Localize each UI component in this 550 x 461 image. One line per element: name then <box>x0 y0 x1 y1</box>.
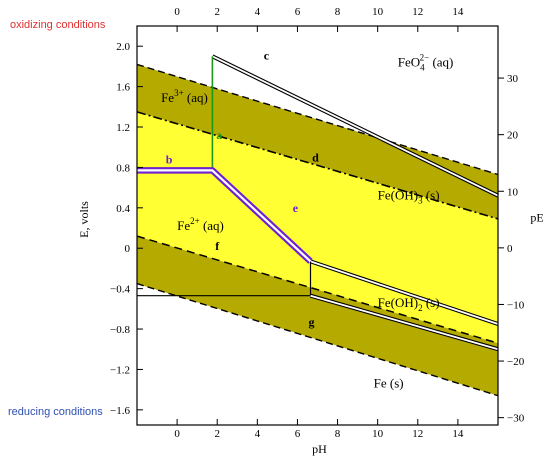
region-label-main: Fe (s) <box>374 376 404 391</box>
y-tick-label: −0.4 <box>110 284 130 296</box>
line-c-inner <box>212 55 499 197</box>
y-tick-label: 1.6 <box>116 82 130 94</box>
region-label-main: Fe <box>177 218 190 233</box>
pe-tick-label: 30 <box>507 73 519 85</box>
line-label-e: e <box>293 201 299 215</box>
x-tick-label-top: 14 <box>452 6 464 18</box>
pe-axis-label: pE <box>530 211 543 225</box>
oxidizing-caption: oxidizing conditions <box>10 19 106 31</box>
yellow-band <box>137 111 498 344</box>
pe-tick-label: −20 <box>507 356 525 368</box>
pe-tick-label: −10 <box>507 299 525 311</box>
plot-frame <box>136 25 499 426</box>
line-f <box>136 235 499 344</box>
olive-band-lower <box>137 236 498 396</box>
x-tick-label-bottom: 14 <box>452 428 464 440</box>
x-tick-label-top: 2 <box>214 6 220 18</box>
region-label-3: Fe(OH)3 (s) <box>378 188 440 206</box>
y-tick-label: 2.0 <box>116 41 130 53</box>
region-label-tail: (s) <box>423 188 440 203</box>
y-tick-label: −1.2 <box>110 364 130 376</box>
pe-tick-label: −30 <box>507 413 525 425</box>
x-tick-label-bottom: 2 <box>214 428 220 440</box>
line-label-g: g <box>308 315 314 329</box>
line-label-b: b <box>166 152 173 166</box>
upper-water-line <box>136 63 499 176</box>
region-label-tail: (aq) <box>200 218 224 233</box>
x-tick-label-bottom: 8 <box>335 428 341 440</box>
y-tick-label: −1.6 <box>110 405 130 417</box>
line-label-c: c <box>264 48 270 62</box>
region-label-tail: (aq) <box>184 90 208 105</box>
region-label-main: FeO <box>398 54 420 69</box>
pe-tick-label: 10 <box>507 186 519 198</box>
region-label-main: Fe(OH) <box>378 188 418 203</box>
region-label-0: FeO42− (aq) <box>398 52 454 72</box>
region-label-sup: 2− <box>420 52 430 62</box>
region-label-sub: 2 <box>418 303 423 313</box>
region-label-sub: 4 <box>420 62 425 72</box>
x-tick-label-bottom: 4 <box>255 428 261 440</box>
region-label-2: Fe2+ (aq) <box>177 216 224 233</box>
y-tick-label: 0 <box>125 243 131 255</box>
y-tick-label: 1.2 <box>116 122 130 134</box>
line-label-a: a <box>216 128 222 142</box>
x-tick-label-bottom: 12 <box>412 428 423 440</box>
olive-band-upper <box>137 64 498 219</box>
x-tick-label-bottom: 6 <box>295 428 301 440</box>
x-tick-label-bottom: 0 <box>174 428 180 440</box>
y-axis-label: E, volts <box>77 201 91 238</box>
line-g-inner <box>310 294 499 351</box>
stability-fills <box>137 64 498 396</box>
y-tick-label: 0.8 <box>116 162 130 174</box>
x-tick-label-top: 12 <box>412 6 423 18</box>
x-tick-label-top: 6 <box>295 6 301 18</box>
x-tick-label-bottom: 10 <box>372 428 384 440</box>
x-tick-label-top: 8 <box>335 6 341 18</box>
x-tick-label-top: 0 <box>174 6 180 18</box>
region-label-main: Fe <box>161 90 174 105</box>
axis-ticks <box>137 26 504 425</box>
region-label-tail: (s) <box>423 295 440 310</box>
reducing-caption: reducing conditions <box>8 406 103 418</box>
x-tick-label-top: 4 <box>255 6 261 18</box>
y-tick-label: −0.8 <box>110 324 130 336</box>
y-tick-label: 0.4 <box>116 203 130 215</box>
axis-text: 0 0 2 2 4 4 6 6 8 8 10 10 12 12 14 14 2.0 1.6 1.2 0.8 0.4 0 −0… <box>77 6 544 456</box>
x-axis-label: pH <box>312 442 327 456</box>
boundary-lines <box>136 54 499 397</box>
line-b-e-inner <box>137 169 312 263</box>
region-label-1: Fe3+ (aq) <box>161 88 208 105</box>
region-label-5: Fe (s) <box>374 376 404 391</box>
pe-tick-label: 0 <box>507 243 513 255</box>
region-label-sub: 3 <box>418 196 423 206</box>
region-label-4: Fe(OH)2 (s) <box>378 295 440 313</box>
region-label-sup: 3+ <box>174 88 184 98</box>
fe-oh3-oh2-boundary-inner <box>310 260 499 325</box>
lower-water-line <box>136 282 499 397</box>
line-label-d: d <box>312 150 319 164</box>
pe-tick-label: 20 <box>507 130 519 142</box>
region-label-main: Fe(OH) <box>378 295 418 310</box>
region-labels: FeO42− (aq)Fe3+ (aq)Fe2+ (aq)Fe(OH)3 (s)… <box>161 48 453 390</box>
region-label-tail: (aq) <box>429 54 453 69</box>
line-label-f: f <box>215 239 220 253</box>
line-d <box>136 111 499 220</box>
region-label-sup: 2+ <box>190 216 200 226</box>
x-tick-label-top: 10 <box>372 6 384 18</box>
